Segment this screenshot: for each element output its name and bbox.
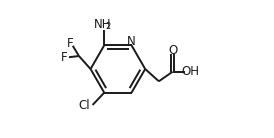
Text: Cl: Cl: [78, 99, 90, 112]
Text: O: O: [168, 44, 177, 57]
Text: NH: NH: [94, 18, 111, 31]
Text: F: F: [67, 37, 74, 50]
Text: N: N: [127, 35, 136, 48]
Text: OH: OH: [182, 65, 200, 78]
Text: F: F: [61, 51, 68, 64]
Text: 2: 2: [106, 22, 111, 31]
